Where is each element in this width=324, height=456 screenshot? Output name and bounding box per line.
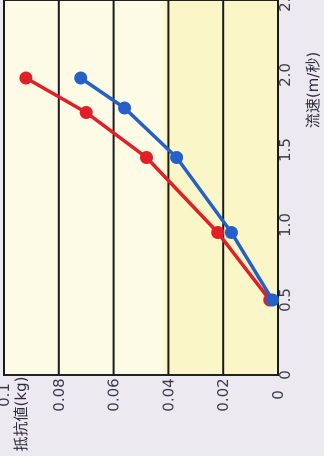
x-tick-label-2: 1.0 <box>276 213 294 237</box>
series-1-point-1 <box>224 226 238 239</box>
series-1-point-0 <box>266 293 280 307</box>
y-tick-label-3: 0.06 <box>105 378 123 411</box>
x-tick-label-3: 1.5 <box>276 138 294 162</box>
titles-layer: 流速(m/秒) 抵抗値(kg) <box>12 52 322 452</box>
x-tick-label-4: 2.0 <box>276 63 294 87</box>
series-1-point-4 <box>74 71 88 85</box>
plot-area <box>3 0 279 376</box>
series-1-point-3 <box>118 101 132 115</box>
y-tick-label-5: 0.1 <box>0 383 13 407</box>
y-axis-title: 抵抗値(kg) <box>12 377 30 452</box>
y-tick-label-2: 0.04 <box>159 378 177 411</box>
x-axis-title: 流速(m/秒) <box>304 52 322 128</box>
series-0-point-3 <box>79 106 93 119</box>
series-0-point-2 <box>139 151 153 164</box>
series-1-point-2 <box>170 151 184 164</box>
ticks-layer: 0 0.5 1.0 1.5 2.0 2.5 0 0.02 0.04 0.06 0.08 0.1 <box>0 0 294 412</box>
y-tick-label-1: 0.02 <box>214 378 232 411</box>
x-tick-label-0: 0 <box>276 370 294 380</box>
series-0-point-1 <box>211 226 225 239</box>
y-tick-label-0: 0 <box>269 390 287 400</box>
series-layer <box>19 71 280 307</box>
y-tick-label-4: 0.08 <box>50 378 68 411</box>
series-0-point-4 <box>19 71 33 85</box>
x-tick-label-1: 0.5 <box>276 288 294 312</box>
plot-background-yellow-band <box>164 0 278 375</box>
gridlines <box>3 0 279 375</box>
x-tick-label-5: 2.5 <box>276 0 294 12</box>
